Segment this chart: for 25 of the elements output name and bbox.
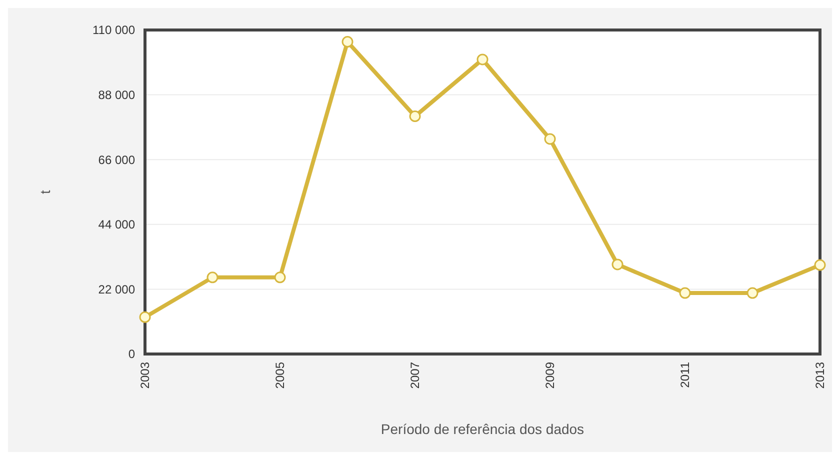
- y-tick-label: 66 000: [98, 152, 136, 167]
- y-tick-label: 88 000: [98, 88, 136, 102]
- y-tick-label: 0: [128, 347, 136, 362]
- point: [342, 36, 354, 48]
- x-axis-title: Período de referência dos dados: [380, 421, 584, 437]
- x-tick-label: 2007: [408, 362, 422, 389]
- point: [679, 287, 691, 299]
- point: [814, 259, 826, 271]
- point: [206, 272, 218, 284]
- point: [612, 258, 624, 270]
- point: [476, 54, 488, 66]
- x-tick-label: 2013: [813, 362, 828, 389]
- x-tick-label: 2009: [543, 362, 558, 389]
- point: [544, 133, 556, 145]
- y-tick-label: 44 000: [98, 218, 136, 232]
- y-tick-label: 22 000: [98, 282, 136, 296]
- point: [139, 311, 151, 323]
- y-tick-label: 110 000: [92, 23, 136, 38]
- point: [746, 287, 758, 299]
- x-tick-label: 2011: [678, 362, 692, 388]
- point: [274, 272, 286, 284]
- x-tick-label: 2003: [138, 362, 152, 389]
- point: [409, 110, 421, 122]
- x-tick-label: 2005: [273, 362, 288, 389]
- y-axis-title: t: [37, 190, 53, 194]
